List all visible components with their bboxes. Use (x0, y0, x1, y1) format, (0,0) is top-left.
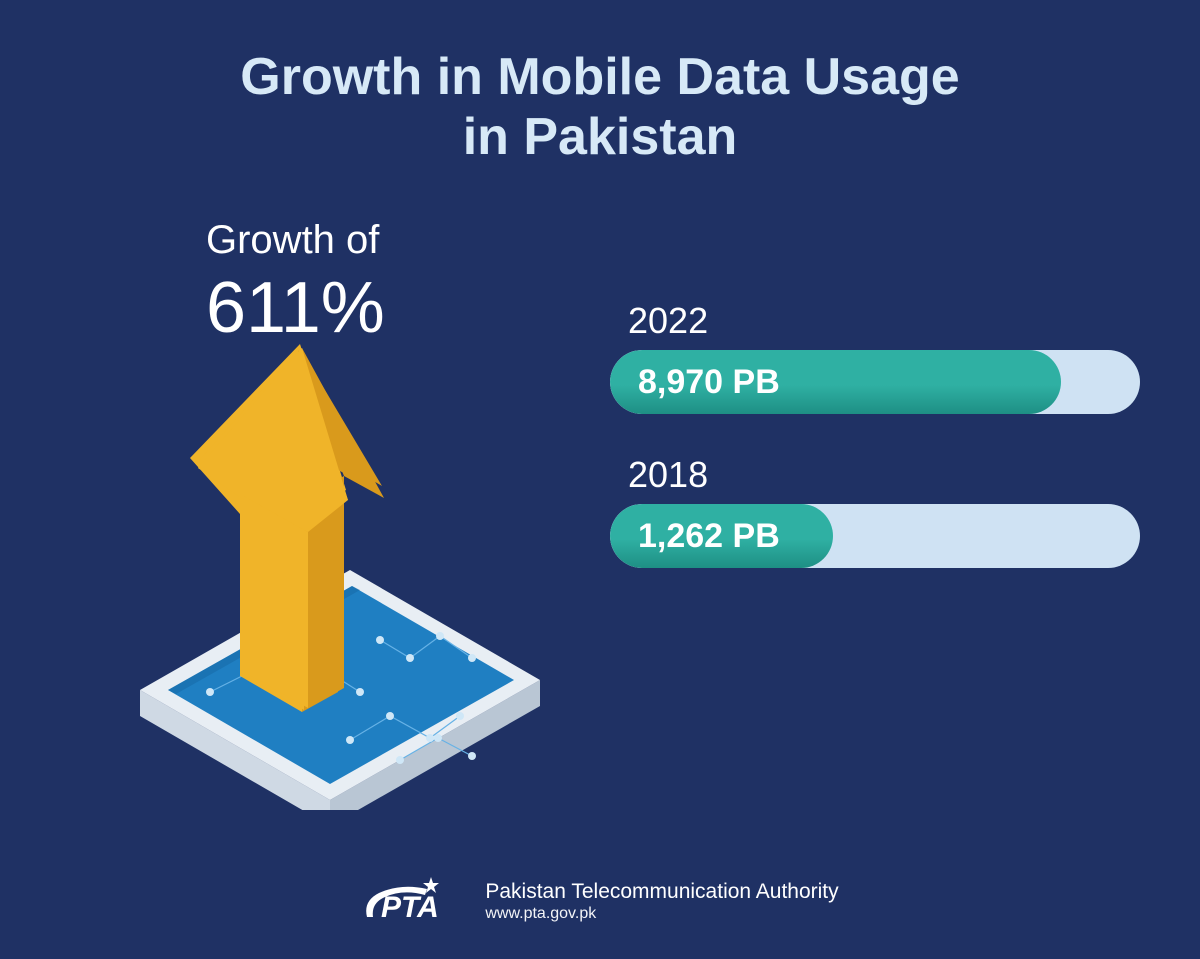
bar-fill: 8,970 PB (610, 350, 1061, 414)
data-bars: 2022 8,970 PB 2018 1,262 PB (610, 300, 1140, 608)
infographic-canvas: Growth in Mobile Data Usage in Pakistan … (0, 0, 1200, 959)
bar-group: 2018 1,262 PB (610, 454, 1140, 568)
footer-text: Pakistan Telecommunication Authority www… (485, 879, 838, 923)
title-line-1: Growth in Mobile Data Usage (240, 48, 959, 106)
bar-fill: 1,262 PB (610, 504, 833, 568)
bar-year-label: 2018 (628, 454, 1140, 496)
bar-value-label: 8,970 PB (638, 363, 780, 402)
bar-track: 8,970 PB (610, 350, 1140, 414)
bar-year-label: 2022 (628, 300, 1140, 342)
bar-value-label: 1,262 PB (638, 517, 780, 556)
svg-text:PTA: PTA (381, 891, 439, 924)
phone-arrow-illustration (100, 340, 560, 810)
footer-org-name: Pakistan Telecommunication Authority (485, 879, 838, 904)
growth-stat: Growth of 611% (206, 218, 385, 349)
bar-group: 2022 8,970 PB (610, 300, 1140, 414)
footer-url: www.pta.gov.pk (485, 904, 838, 923)
footer: PTA Pakistan Telecommunication Authority… (0, 873, 1200, 929)
bar-track: 1,262 PB (610, 504, 1140, 568)
title-line-2: in Pakistan (463, 108, 738, 166)
growth-label: Growth of (206, 218, 385, 263)
pta-logo-icon: PTA (361, 873, 471, 929)
growth-value: 611% (206, 267, 385, 349)
main-title: Growth in Mobile Data Usage in Pakistan (0, 48, 1200, 168)
